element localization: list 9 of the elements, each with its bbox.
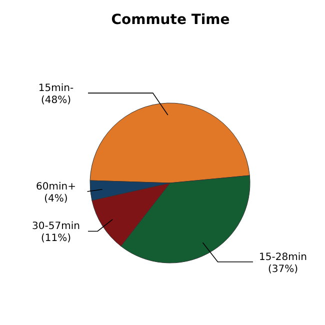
data-label: (37%) (268, 264, 298, 275)
slice-label: 15-28min (259, 252, 307, 263)
data-label: (48%) (40, 95, 72, 106)
slice-label: 15min- (38, 83, 74, 94)
data-label: (4%) (44, 193, 68, 204)
slice-label: 60min+ (36, 181, 76, 192)
data-label: (11%) (40, 233, 72, 244)
slice-label: 30-57min (32, 221, 80, 232)
chart-title: Commute Time (111, 12, 230, 28)
